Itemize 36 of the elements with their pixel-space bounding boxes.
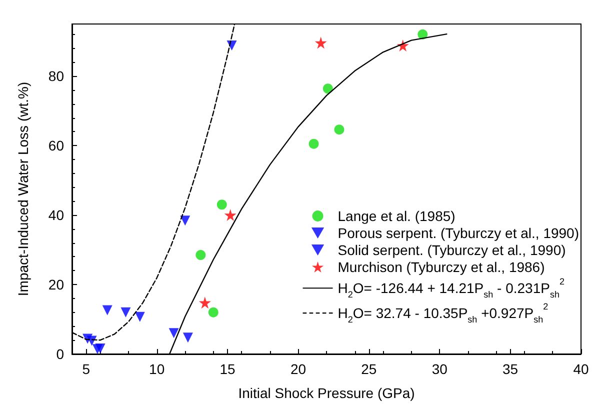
legend-label: Murchison (Tyburczy et al., 1986) — [338, 259, 545, 275]
x-tick-label: 20 — [290, 361, 306, 377]
x-tick-label: 15 — [220, 361, 236, 377]
legend-label: Porous serpent. (Tyburczy et al., 1990) — [338, 225, 580, 241]
point — [198, 296, 211, 309]
point — [196, 250, 206, 260]
point — [102, 305, 112, 316]
point — [322, 84, 333, 94]
point — [334, 124, 344, 135]
point — [208, 307, 218, 318]
y-tick-label: 20 — [48, 276, 64, 293]
x-tick-label: 30 — [432, 361, 448, 377]
y-tick-label: 80 — [48, 68, 64, 84]
point — [134, 312, 145, 322]
x-tick-label: 5 — [82, 361, 90, 377]
x-tick-label: 10 — [149, 361, 165, 377]
legend-label: Lange et al. (1985) — [338, 208, 456, 224]
point — [418, 29, 428, 40]
x-axis-title: Initial Shock Pressure (GPa) — [238, 385, 415, 401]
y-tick-label: 60 — [48, 138, 64, 154]
point — [182, 332, 193, 343]
point — [308, 138, 319, 149]
point — [168, 328, 179, 338]
point — [216, 200, 227, 210]
point — [95, 343, 106, 354]
y-axis-title: Impact-Induced Water Loss (wt.%) — [15, 82, 31, 296]
x-tick-label: 25 — [361, 361, 377, 377]
point — [180, 216, 190, 226]
x-tick-label: 35 — [502, 361, 518, 377]
point — [224, 209, 236, 222]
y-tick-label: 40 — [48, 207, 64, 224]
legend-label: Solid serpent. (Tyburczy et al., 1990) — [338, 242, 566, 258]
x-tick-label: 40 — [573, 361, 589, 377]
point — [120, 307, 131, 318]
point — [314, 36, 327, 49]
y-tick-label: 0 — [56, 346, 64, 362]
